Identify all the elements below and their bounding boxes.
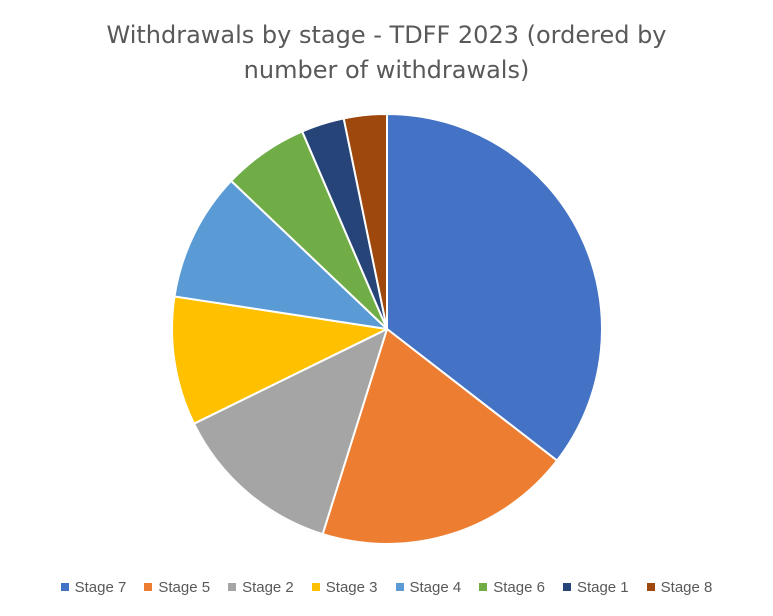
legend-swatch-stage-4 — [395, 583, 404, 591]
pie-slice-stage-3 — [171, 295, 388, 425]
legend-item-stage-8: Stage 8 — [646, 578, 713, 596]
legend-label-stage-5: Stage 5 — [158, 578, 211, 596]
pie-slices — [171, 113, 603, 545]
legend-swatch-stage-2 — [228, 583, 237, 591]
legend-swatch-stage-5 — [144, 583, 153, 591]
legend-label-stage-2: Stage 2 — [242, 578, 294, 596]
legend-item-stage-3: Stage 3 — [311, 578, 378, 596]
legend-swatch-stage-7 — [60, 583, 69, 591]
pie-slice-stage-5 — [321, 328, 559, 545]
pie-chart — [171, 113, 603, 545]
legend-label-stage-8: Stage 8 — [660, 578, 713, 596]
legend: Stage 7 Stage 5 Stage 2 Stage 3 Stage 4 Stage… — [0, 575, 773, 599]
legend-label-stage-6: Stage 6 — [493, 578, 545, 596]
legend-item-stage-5: Stage 5 — [144, 579, 210, 596]
legend-item-stage-7: Stage 7 — [60, 578, 127, 596]
pie-slice-stage-4 — [173, 179, 388, 330]
legend-swatch-stage-3 — [311, 583, 320, 591]
legend-item-stage-4: Stage 4 — [395, 578, 462, 596]
chart-title: Withdrawals by stage - TDFF 2023 (ordere… — [106, 21, 667, 84]
legend-label-stage-4: Stage 4 — [409, 578, 462, 596]
pie-slice-stage-2 — [192, 328, 388, 536]
legend-item-stage-2: Stage 2 — [228, 579, 294, 596]
pie-slice-stage-8 — [342, 113, 388, 330]
pie-slice-stage-7 — [386, 113, 603, 462]
legend-swatch-stage-8 — [646, 583, 655, 591]
legend-item-stage-1: Stage 1 — [562, 578, 629, 596]
legend-label-stage-1: Stage 1 — [576, 578, 629, 596]
legend-swatch-stage-1 — [562, 583, 571, 591]
legend-item-stage-6: Stage 6 — [479, 579, 545, 596]
legend-label-stage-3: Stage 3 — [325, 578, 378, 596]
legend-label-stage-7: Stage 7 — [74, 578, 127, 596]
legend-swatch-stage-6 — [479, 583, 488, 591]
